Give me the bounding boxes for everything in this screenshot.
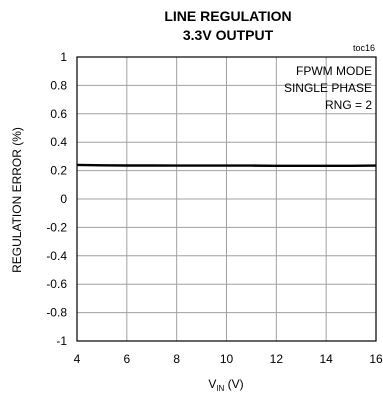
figure-code: toc16 [353, 43, 375, 53]
x-axis-ticks: 4 6 8 10 12 14 16 [74, 352, 383, 366]
data-point [325, 165, 327, 167]
x-tick-label: 8 [173, 352, 180, 366]
y-tick-label: 0.6 [50, 107, 67, 121]
x-axis-label-main: V [208, 377, 216, 391]
y-tick-label: 0.2 [50, 164, 67, 178]
data-point [250, 165, 253, 167]
y-tick-label: -1 [56, 334, 67, 348]
y-tick-label: 0.8 [50, 78, 67, 92]
annotation-text: FPWM MODE [296, 64, 372, 78]
data-point [225, 165, 228, 167]
data-point [200, 165, 203, 167]
chart-subtitle: 3.3V OUTPUT [183, 27, 274, 43]
y-tick-label: 0 [60, 192, 67, 206]
y-tick-label: -0.2 [46, 220, 67, 234]
x-axis-label-unit: (V) [224, 377, 243, 391]
series-layer [76, 163, 377, 168]
grid [77, 57, 376, 341]
x-tick-label: 6 [123, 352, 130, 366]
y-tick-label: -0.6 [46, 277, 67, 291]
x-tick-label: 12 [270, 352, 284, 366]
y-tick-label: -0.8 [46, 306, 67, 320]
x-tick-label: 16 [369, 352, 383, 366]
data-point [126, 164, 128, 167]
annotation-text: RNG = 2 [325, 98, 372, 112]
data-point [300, 165, 302, 167]
x-axis-label: VIN (V) [208, 377, 243, 393]
annotation-text: SINGLE PHASE [284, 81, 372, 95]
data-point [176, 165, 178, 167]
y-axis-label: REGULATION ERROR (%) [10, 127, 24, 273]
x-tick-label: 4 [74, 352, 81, 366]
data-point [350, 165, 352, 167]
data-point [151, 164, 153, 167]
plot-border [76, 56, 377, 342]
chart-annotations: FPWM MODE SINGLE PHASE RNG = 2 [284, 64, 372, 112]
y-tick-label: 1 [60, 50, 67, 64]
data-point [101, 164, 103, 166]
x-tick-label: 10 [220, 352, 234, 366]
y-tick-label: -0.4 [46, 249, 67, 263]
y-tick-label: 0.4 [50, 135, 67, 149]
chart-title: LINE REGULATION [164, 8, 291, 24]
data-point [275, 165, 277, 167]
x-tick-label: 14 [319, 352, 333, 366]
plot-frame [76, 56, 377, 342]
x-axis-label-subscript: IN [216, 384, 224, 393]
y-axis-ticks: 1 0.8 0.6 0.4 0.2 0 -0.2 -0.4 -0.6 -0.8 -1 [46, 50, 67, 348]
